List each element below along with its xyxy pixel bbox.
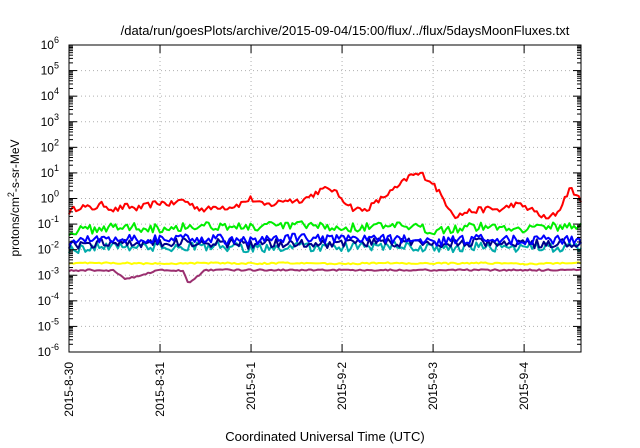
x-tick-label: 2015-9-1	[244, 362, 258, 410]
y-tick-exponent: 1	[54, 163, 59, 173]
series-line	[68, 268, 582, 284]
x-axis: 2015-8-30 2015-8-31 2015-9-1 2015-9-2 2015-9…	[62, 45, 531, 417]
y-tick-exponent: -3	[51, 265, 59, 275]
y-tick-exponent: 2	[54, 137, 59, 147]
y-tick-exponent: 6	[54, 35, 59, 45]
series-line	[68, 171, 582, 220]
y-tick-exponent: 0	[54, 189, 59, 199]
grid	[69, 45, 581, 352]
series-line	[68, 232, 582, 247]
y-tick-exponent: 3	[54, 112, 59, 122]
y-tick-base: 10	[41, 89, 55, 103]
series-group	[68, 171, 582, 284]
y-axis-label: protons/cm2-s-sr-MeV	[6, 139, 22, 256]
y-tick-base: 10	[41, 115, 55, 129]
y-tick-base: 10	[41, 166, 55, 180]
y-tick-base: 10	[41, 64, 55, 78]
y-tick-label: 105	[41, 61, 59, 78]
y-tick-base: 10	[38, 268, 52, 282]
y-axis-label-part: -s-sr-MeV	[8, 139, 22, 192]
y-axis-label-exponent: 2	[6, 192, 16, 197]
y-tick-label: 106	[41, 35, 59, 52]
y-tick-label: 10-6	[38, 342, 59, 359]
y-tick-base: 10	[38, 345, 52, 359]
y-tick-exponent: 5	[54, 61, 59, 71]
y-tick-label: 103	[41, 112, 59, 129]
series-line	[68, 220, 582, 237]
y-axis: 10610510410310210110010-110-210-310-410-…	[38, 35, 581, 359]
y-tick-exponent: -4	[51, 291, 59, 301]
y-tick-label: 10-5	[38, 316, 59, 333]
y-tick-base: 10	[41, 38, 55, 52]
x-tick-label: 2015-8-30	[62, 362, 76, 417]
chart-title: /data/run/goesPlots/archive/2015-09-04/1…	[121, 23, 570, 38]
series-line	[68, 261, 582, 266]
y-tick-label: 104	[41, 86, 59, 103]
y-tick-exponent: -2	[51, 240, 59, 250]
y-tick-base: 10	[38, 217, 52, 231]
y-tick-label: 10-3	[38, 265, 59, 282]
y-tick-base: 10	[38, 319, 52, 333]
y-tick-exponent: -5	[51, 316, 59, 326]
y-tick-base: 10	[38, 294, 52, 308]
y-tick-exponent: -1	[51, 214, 59, 224]
x-tick-label: 2015-9-4	[517, 362, 531, 410]
x-tick-label: 2015-9-2	[335, 362, 349, 410]
y-tick-exponent: -6	[51, 342, 59, 352]
x-axis-label: Coordinated Universal Time (UTC)	[225, 429, 424, 444]
y-tick-label: 101	[41, 163, 59, 180]
y-tick-label: 102	[41, 137, 59, 154]
y-tick-base: 10	[41, 192, 55, 206]
y-tick-label: 10-2	[38, 240, 59, 257]
y-tick-exponent: 4	[54, 86, 59, 96]
y-tick-label: 10-1	[38, 214, 59, 231]
x-tick-label: 2015-9-3	[426, 362, 440, 410]
y-tick-base: 10	[41, 140, 55, 154]
y-axis-label-part: protons/cm	[8, 197, 22, 256]
y-tick-base: 10	[38, 243, 52, 257]
x-tick-label: 2015-8-31	[153, 362, 167, 417]
y-tick-label: 100	[41, 189, 59, 206]
y-tick-label: 10-4	[38, 291, 59, 308]
